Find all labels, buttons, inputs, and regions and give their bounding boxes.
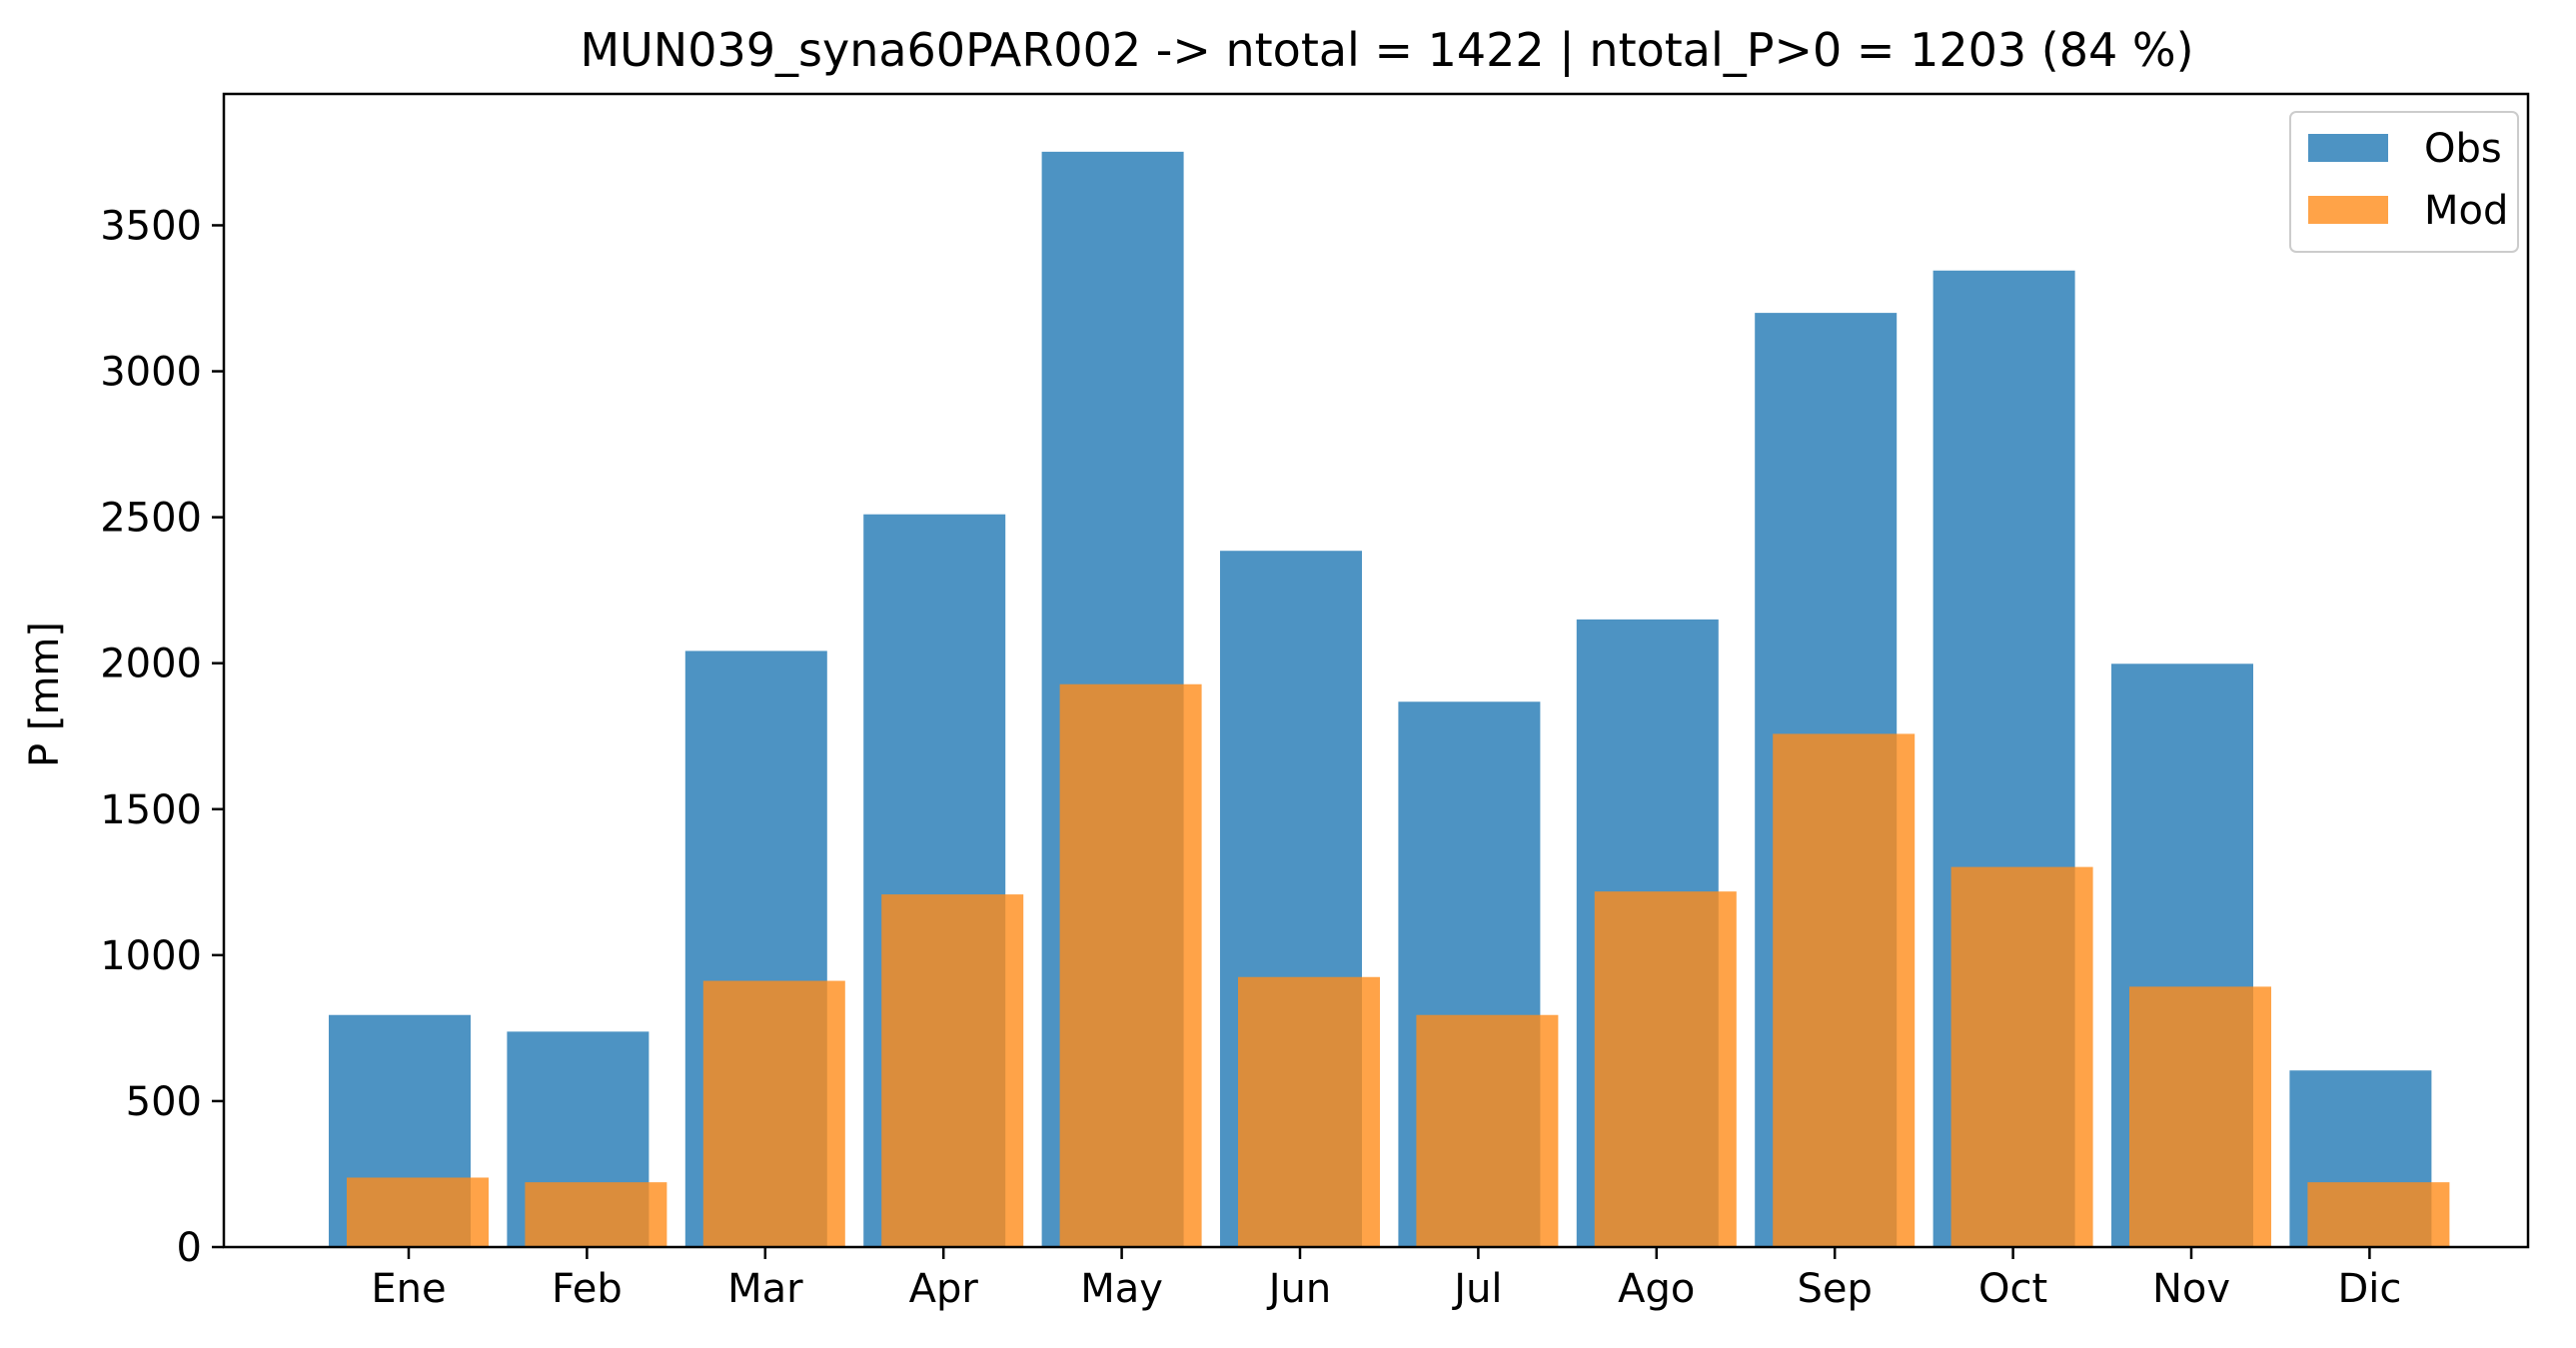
bar-mod-sep	[1773, 733, 1916, 1247]
y-tick-label: 1000	[100, 933, 202, 979]
bar-mod-jun	[1238, 976, 1380, 1247]
legend: Obs Mod	[2289, 111, 2519, 253]
chart-title: MUN039_syna60PAR002 -> ntotal = 1422 | n…	[580, 23, 2193, 78]
x-tick-label: Dic	[2337, 1266, 2401, 1312]
bar-mod-ene	[347, 1177, 489, 1247]
x-tick-label: Ago	[1618, 1266, 1695, 1312]
legend-swatch-mod	[2308, 196, 2388, 224]
x-tick-label: Jul	[1451, 1266, 1502, 1312]
y-tick-label: 3500	[100, 203, 202, 249]
y-tick-label: 0	[177, 1225, 202, 1271]
y-axis: 0 500 1000 1500 2000 2500 3000 3500	[100, 203, 224, 1271]
y-tick-label: 3000	[100, 350, 202, 396]
x-tick-label: Oct	[1978, 1266, 2047, 1312]
x-tick-label: Jun	[1266, 1266, 1332, 1312]
bar-mod-oct	[1950, 866, 2093, 1247]
bar-mod-apr	[881, 894, 1024, 1247]
x-tick-label: Apr	[909, 1266, 979, 1312]
bars-layer	[329, 151, 2450, 1248]
bar-mod-ago	[1594, 891, 1737, 1247]
legend-label-mod: Mod	[2424, 188, 2508, 234]
y-tick-label: 2000	[100, 642, 202, 687]
legend-swatch-obs	[2308, 134, 2388, 162]
x-tick-label: Sep	[1798, 1266, 1873, 1312]
y-tick-label: 500	[126, 1079, 202, 1125]
x-tick-label: Nov	[2152, 1266, 2230, 1312]
y-axis-label: P [mm]	[22, 622, 68, 767]
bar-mod-may	[1059, 683, 1202, 1247]
x-axis: Ene Feb Mar Apr May Jun Jul Ago Sep Oct Nov Dic	[371, 1247, 2401, 1312]
plot-frame	[222, 92, 2530, 1249]
y-tick-label: 2500	[100, 496, 202, 542]
y-tick-label: 1500	[100, 787, 202, 833]
bar-mod-dic	[2307, 1182, 2450, 1247]
legend-label-obs: Obs	[2424, 126, 2502, 172]
x-tick-label: Ene	[371, 1266, 446, 1312]
bar-mod-feb	[525, 1182, 667, 1247]
x-tick-label: Feb	[552, 1266, 623, 1312]
x-tick-label: May	[1080, 1266, 1163, 1312]
bar-mod-jul	[1416, 1014, 1559, 1247]
bar-mod-nov	[2129, 986, 2271, 1247]
bar-mod-mar	[702, 980, 845, 1247]
x-tick-label: Mar	[727, 1266, 803, 1312]
